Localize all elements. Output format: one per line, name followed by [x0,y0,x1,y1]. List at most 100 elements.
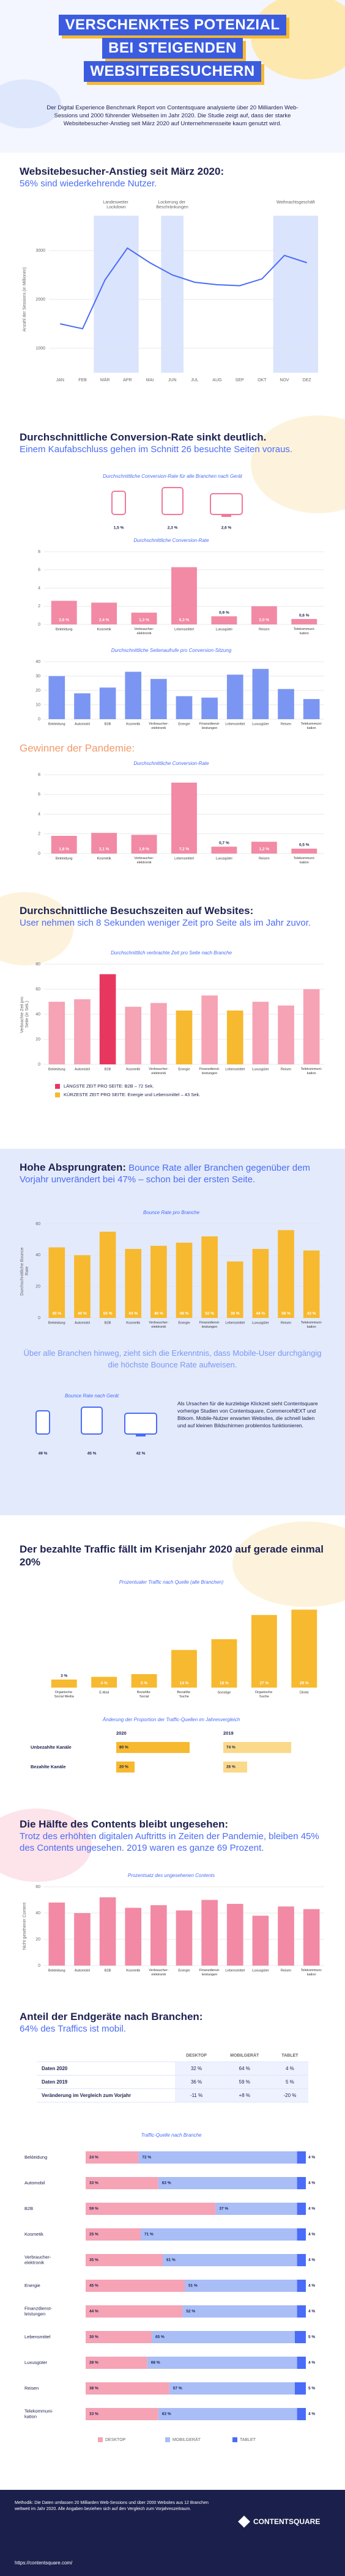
value-label: 42 % [136,1452,146,1456]
y-tick-label: 0 [38,1063,40,1067]
icon-stand [136,1434,146,1436]
bar [91,602,117,624]
value-label: 4 % [101,1681,108,1686]
y-tick-label: 40 [35,1253,40,1257]
bar-segment [185,2280,297,2292]
bar [48,676,65,719]
decor-blob [0,1809,92,1882]
bar [291,619,317,624]
row-label: Finanzdienst-leistungen [24,2305,53,2316]
device-icon [124,1413,157,1435]
value-label: 27 % [259,1681,269,1686]
value-label: 2,3 % [168,526,178,530]
bar-segment [86,2305,183,2318]
bar-segment [163,2254,297,2266]
value-label: 4 % [308,2258,315,2263]
x-tick-label: Kosmetik [126,722,140,726]
row-label: Verbraucher-elektronik [24,2254,51,2265]
bar [278,689,294,719]
bar [51,835,77,854]
y-tick-label: 8 [38,550,40,554]
bar [99,1231,116,1318]
y-tick-label: 20 [35,1285,40,1289]
bar [211,846,237,854]
footer-background [0,2490,345,2576]
bar-segment [297,2228,306,2241]
y-tick-label: 2000 [35,298,45,302]
value-label: 4 % [308,2310,315,2314]
chart-title: Traffic-Quelle nach Branche [141,2132,202,2138]
value-label: 45 % [52,1312,61,1316]
annotation-band [161,216,184,373]
table-row: Daten 2019 36 % 59 % 5 % [37,2075,308,2089]
x-tick-label: B2B [105,722,111,726]
x-tick-label: Bekleidung [56,857,73,860]
x-tick-label: Automobil [75,1969,90,1972]
x-tick-label: Kosmetik [126,1067,140,1071]
bar [201,995,218,1064]
annotation: Landesweiter Lockdown [103,200,130,210]
x-tick-label: Kosmetik [97,628,111,631]
value-label: 4 % [308,2284,315,2288]
value-label: 24 % [89,2156,98,2160]
value-label: 6,3 % [179,618,190,623]
y-tick-label: 80 [35,962,40,967]
table-row: Daten 2020 32 % 64 % 4 % [37,2062,308,2076]
x-tick-label: Telekommuni-kation [294,628,315,635]
section-text: Anteil der Endgeräte nach Branchen: 64% d… [20,2010,325,2035]
value-label: 48 % [180,1312,189,1316]
column-header: MOBILGERÄT [217,2050,272,2062]
y-tick-label: 0 [38,1316,40,1320]
section-heading: Hohe Absprungraten: [20,1162,127,1173]
x-tick-label: Luxusgüter [252,1067,269,1071]
chart-title: Bounce Rate pro Branche [143,1210,200,1215]
bar-segment [138,2151,297,2164]
x-tick-label: Telekommuni-kation [301,1321,322,1329]
bar-segment [297,2305,306,2318]
value-label: 20 % [119,1765,128,1769]
value-label: 65 % [155,2335,165,2340]
value-label: 43 % [307,1312,316,1316]
bar [150,1905,167,1966]
bar-segment [297,2280,306,2292]
x-tick-label: Reisen [281,722,291,726]
bar [48,1902,65,1966]
bar [291,848,317,854]
bar-segment [86,2382,169,2395]
legend-swatch [55,1084,60,1089]
x-tick-label: Reisen [281,1067,291,1071]
legend-label: KÜRZESTE ZEIT PRO SEITE: Energie und Leb… [64,1092,200,1097]
x-tick-label: JUL [191,378,199,382]
legend-label: MOBILGERÄT [172,2437,201,2442]
bar [116,1762,135,1773]
x-tick-label: Telekommuni-kation [301,722,322,730]
table-cell: 64 % [217,2062,272,2076]
chart-title: Durchschnittliche Seitenaufrufe pro Conv… [111,648,232,653]
chart-title: Durchschnittliche Conversion-Rate [133,761,209,766]
chart-title: Bounce Rate nach Gerät [65,1393,119,1399]
section-text: Websitebesucher-Anstieg seit März 2020: 5… [20,165,325,189]
annotation: Lockerung der Beschränkungen [156,200,188,210]
value-label: 2,4 % [99,618,109,623]
bar-segment [158,2177,297,2189]
x-tick-label: Reisen [259,857,269,860]
y-tick-label: 60 [35,1885,40,1889]
bar-segment [86,2357,147,2369]
value-label: 57 % [173,2387,182,2391]
x-tick-label: Verbraucher-elektronik [149,1969,168,1977]
bar [176,1910,193,1966]
value-label: 25 % [89,2233,98,2237]
y-tick-label: 60 [35,987,40,992]
bar [251,1615,277,1688]
x-tick-label: Kosmetik [97,857,111,860]
y-tick-label: 20 [35,689,40,693]
value-label: 5 % [308,2387,315,2391]
bar [125,1908,142,1966]
line [60,247,308,330]
table-cell: -11 % [175,2088,218,2102]
chart-title: Durchschnittliche Conversion-Rate [133,538,209,543]
value-label: 61 % [166,2258,176,2263]
bar [201,1900,218,1966]
bar-segment [86,2280,185,2292]
